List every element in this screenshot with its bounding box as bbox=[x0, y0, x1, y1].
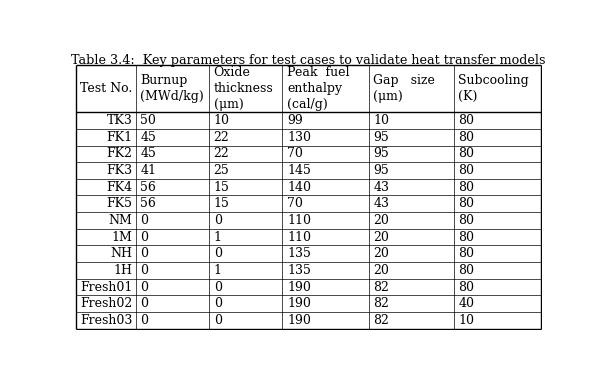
Text: 99: 99 bbox=[287, 114, 303, 127]
Text: 1: 1 bbox=[214, 231, 222, 244]
Text: 15: 15 bbox=[214, 197, 229, 210]
Text: Burnup
(MWd/kg): Burnup (MWd/kg) bbox=[140, 74, 204, 103]
Text: 95: 95 bbox=[373, 131, 389, 144]
Text: 20: 20 bbox=[373, 264, 389, 277]
Text: NH: NH bbox=[110, 247, 132, 260]
Text: 10: 10 bbox=[458, 314, 474, 327]
Text: 190: 190 bbox=[287, 297, 311, 310]
Text: 0: 0 bbox=[214, 297, 222, 310]
Text: 70: 70 bbox=[287, 147, 303, 160]
Text: 190: 190 bbox=[287, 280, 311, 293]
Text: FK2: FK2 bbox=[107, 147, 132, 160]
Text: 45: 45 bbox=[140, 147, 156, 160]
Text: 80: 80 bbox=[458, 164, 474, 177]
Text: 43: 43 bbox=[373, 181, 389, 194]
Text: 80: 80 bbox=[458, 181, 474, 194]
Text: 135: 135 bbox=[287, 247, 311, 260]
Text: 0: 0 bbox=[140, 247, 148, 260]
Text: NM: NM bbox=[108, 214, 132, 227]
Text: 110: 110 bbox=[287, 231, 311, 244]
Text: 1H: 1H bbox=[113, 264, 132, 277]
Text: Oxide
thickness
(μm): Oxide thickness (μm) bbox=[214, 66, 273, 111]
Text: 145: 145 bbox=[287, 164, 311, 177]
Text: 135: 135 bbox=[287, 264, 311, 277]
Text: 10: 10 bbox=[373, 114, 389, 127]
Text: 190: 190 bbox=[287, 314, 311, 327]
Text: Gap   size
(μm): Gap size (μm) bbox=[373, 74, 435, 103]
Text: 0: 0 bbox=[140, 280, 148, 293]
Text: 95: 95 bbox=[373, 164, 389, 177]
Text: 80: 80 bbox=[458, 280, 474, 293]
Text: 0: 0 bbox=[140, 264, 148, 277]
Text: 0: 0 bbox=[214, 280, 222, 293]
Text: Test No.: Test No. bbox=[79, 82, 132, 95]
Text: 0: 0 bbox=[214, 247, 222, 260]
Text: Fresh01: Fresh01 bbox=[80, 280, 132, 293]
Text: 20: 20 bbox=[373, 214, 389, 227]
Text: 0: 0 bbox=[214, 214, 222, 227]
Text: FK1: FK1 bbox=[107, 131, 132, 144]
Text: Peak  fuel
enthalpy
(cal/g): Peak fuel enthalpy (cal/g) bbox=[287, 66, 350, 111]
Text: Subcooling
(K): Subcooling (K) bbox=[458, 74, 529, 103]
Text: 130: 130 bbox=[287, 131, 311, 144]
Text: Fresh03: Fresh03 bbox=[80, 314, 132, 327]
Text: 1M: 1M bbox=[111, 231, 132, 244]
Text: 45: 45 bbox=[140, 131, 156, 144]
Text: 0: 0 bbox=[140, 314, 148, 327]
Text: 82: 82 bbox=[373, 280, 389, 293]
Text: FK4: FK4 bbox=[107, 181, 132, 194]
Text: 40: 40 bbox=[458, 297, 474, 310]
Text: 20: 20 bbox=[373, 247, 389, 260]
Text: 25: 25 bbox=[214, 164, 229, 177]
Text: 10: 10 bbox=[214, 114, 230, 127]
Text: 41: 41 bbox=[140, 164, 156, 177]
Text: 110: 110 bbox=[287, 214, 311, 227]
Text: 0: 0 bbox=[214, 314, 222, 327]
Text: 22: 22 bbox=[214, 131, 229, 144]
Text: 82: 82 bbox=[373, 314, 389, 327]
Text: 80: 80 bbox=[458, 231, 474, 244]
Text: 0: 0 bbox=[140, 214, 148, 227]
Text: 15: 15 bbox=[214, 181, 229, 194]
Text: 70: 70 bbox=[287, 197, 303, 210]
Text: FK3: FK3 bbox=[107, 164, 132, 177]
Text: 95: 95 bbox=[373, 147, 389, 160]
Text: 43: 43 bbox=[373, 197, 389, 210]
Text: 80: 80 bbox=[458, 264, 474, 277]
Text: 50: 50 bbox=[140, 114, 156, 127]
Text: 20: 20 bbox=[373, 231, 389, 244]
Text: 80: 80 bbox=[458, 147, 474, 160]
Text: 80: 80 bbox=[458, 214, 474, 227]
Text: 80: 80 bbox=[458, 247, 474, 260]
Text: 1: 1 bbox=[214, 264, 222, 277]
Text: 0: 0 bbox=[140, 231, 148, 244]
Text: 80: 80 bbox=[458, 197, 474, 210]
Text: 82: 82 bbox=[373, 297, 389, 310]
Text: 56: 56 bbox=[140, 197, 156, 210]
Text: TK3: TK3 bbox=[107, 114, 132, 127]
Text: 80: 80 bbox=[458, 131, 474, 144]
Text: 140: 140 bbox=[287, 181, 311, 194]
Text: Table 3.4:  Key parameters for test cases to validate heat transfer models: Table 3.4: Key parameters for test cases… bbox=[71, 54, 546, 67]
Text: FK5: FK5 bbox=[107, 197, 132, 210]
Text: 80: 80 bbox=[458, 114, 474, 127]
Text: 22: 22 bbox=[214, 147, 229, 160]
Text: 0: 0 bbox=[140, 297, 148, 310]
Text: Fresh02: Fresh02 bbox=[80, 297, 132, 310]
Text: 56: 56 bbox=[140, 181, 156, 194]
